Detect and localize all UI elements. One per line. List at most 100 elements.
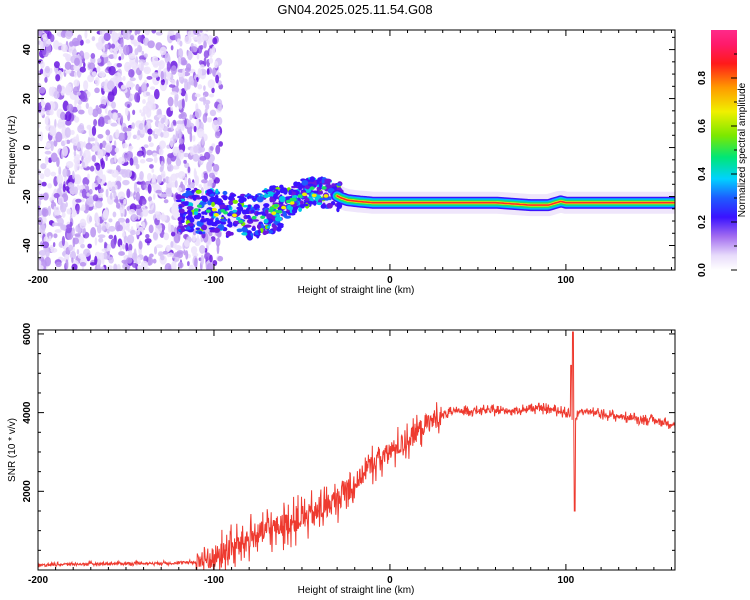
track-speck — [292, 205, 298, 211]
noise-speck — [81, 161, 85, 168]
noise-speck — [44, 256, 52, 267]
noise-speck — [203, 40, 207, 49]
track-speck — [262, 231, 268, 236]
noise-speck — [183, 249, 186, 256]
noise-speck — [76, 104, 82, 111]
track-speck — [256, 193, 262, 196]
noise-speck — [167, 164, 174, 172]
track-speck — [219, 204, 227, 209]
noise-speck — [217, 103, 223, 111]
noise-speck — [207, 79, 215, 89]
snr-x-tick-label: 100 — [558, 575, 575, 586]
noise-speck — [157, 251, 164, 257]
noise-speck — [73, 79, 80, 87]
track-speck — [178, 205, 182, 208]
noise-speck — [179, 40, 183, 47]
noise-speck — [90, 56, 96, 65]
noise-speck — [88, 137, 96, 142]
track-speck — [246, 215, 251, 219]
noise-speck — [125, 257, 133, 264]
noise-speck — [178, 138, 184, 145]
noise-speck — [105, 188, 109, 198]
noise-speck — [38, 259, 42, 267]
noise-speck — [74, 233, 81, 237]
noise-speck — [71, 227, 75, 237]
noise-speck — [180, 181, 184, 189]
noise-speck — [211, 45, 216, 56]
track-speck — [198, 231, 203, 235]
track-speck — [316, 186, 320, 191]
track-speck — [211, 201, 215, 207]
noise-speck — [92, 194, 99, 202]
noise-speck — [198, 184, 202, 189]
noise-speck — [64, 254, 70, 260]
noise-speck — [106, 62, 112, 67]
noise-speck — [100, 95, 107, 107]
noise-speck — [87, 106, 94, 116]
noise-speck — [71, 257, 74, 263]
noise-speck — [110, 43, 116, 49]
noise-speck — [101, 225, 107, 232]
noise-speck — [199, 30, 203, 33]
noise-speck — [134, 48, 139, 56]
track-speck — [245, 234, 252, 239]
track-speck — [271, 223, 276, 228]
noise-speck — [115, 221, 121, 232]
noise-speck — [38, 122, 41, 129]
noise-speck — [105, 143, 113, 153]
noise-speck — [136, 30, 141, 35]
spectrogram-y-tick-label: 0 — [22, 144, 33, 150]
noise-speck — [180, 57, 187, 66]
noise-speck — [125, 107, 129, 116]
noise-speck — [170, 65, 177, 75]
noise-speck — [117, 191, 126, 200]
noise-speck — [174, 179, 178, 189]
noise-speck — [91, 36, 96, 42]
track-blob — [260, 215, 266, 220]
noise-speck — [199, 64, 205, 69]
noise-speck — [57, 122, 64, 129]
noise-speck — [169, 137, 174, 148]
track-speck — [327, 181, 331, 188]
noise-speck — [138, 240, 143, 250]
noise-speck — [177, 261, 184, 269]
noise-speck — [130, 61, 138, 69]
noise-speck — [209, 254, 213, 263]
track-speck — [183, 224, 188, 228]
track-speck — [206, 189, 214, 195]
noise-speck — [148, 224, 154, 234]
track-blob — [289, 201, 295, 205]
noise-speck — [196, 52, 200, 60]
noise-speck — [216, 232, 222, 238]
noise-speck — [168, 73, 172, 78]
track-speck — [307, 183, 314, 187]
track-speck — [232, 199, 239, 204]
noise-speck — [174, 245, 182, 251]
track-blob — [238, 219, 244, 224]
noise-speck — [159, 193, 168, 198]
noise-speck — [106, 80, 115, 91]
noise-speck — [96, 215, 100, 226]
spectrogram-y-tick-label: -20 — [22, 189, 33, 204]
noise-speck — [153, 133, 159, 140]
noise-speck — [54, 214, 62, 219]
noise-speck — [140, 212, 143, 219]
track-blob — [289, 197, 295, 202]
noise-speck — [84, 30, 88, 39]
noise-speck — [97, 134, 104, 139]
noise-speck — [98, 188, 104, 193]
noise-speck — [142, 105, 150, 114]
noise-speck — [89, 165, 95, 172]
track-blob — [281, 205, 287, 210]
noise-speck — [128, 250, 133, 259]
noise-speck — [122, 30, 126, 38]
noise-speck — [193, 125, 197, 133]
track-blob — [196, 204, 202, 208]
noise-speck — [68, 46, 73, 54]
noise-speck — [174, 96, 179, 108]
noise-speck — [59, 202, 67, 213]
noise-speck — [56, 174, 64, 185]
noise-speck — [116, 263, 121, 270]
noise-speck — [60, 224, 67, 231]
